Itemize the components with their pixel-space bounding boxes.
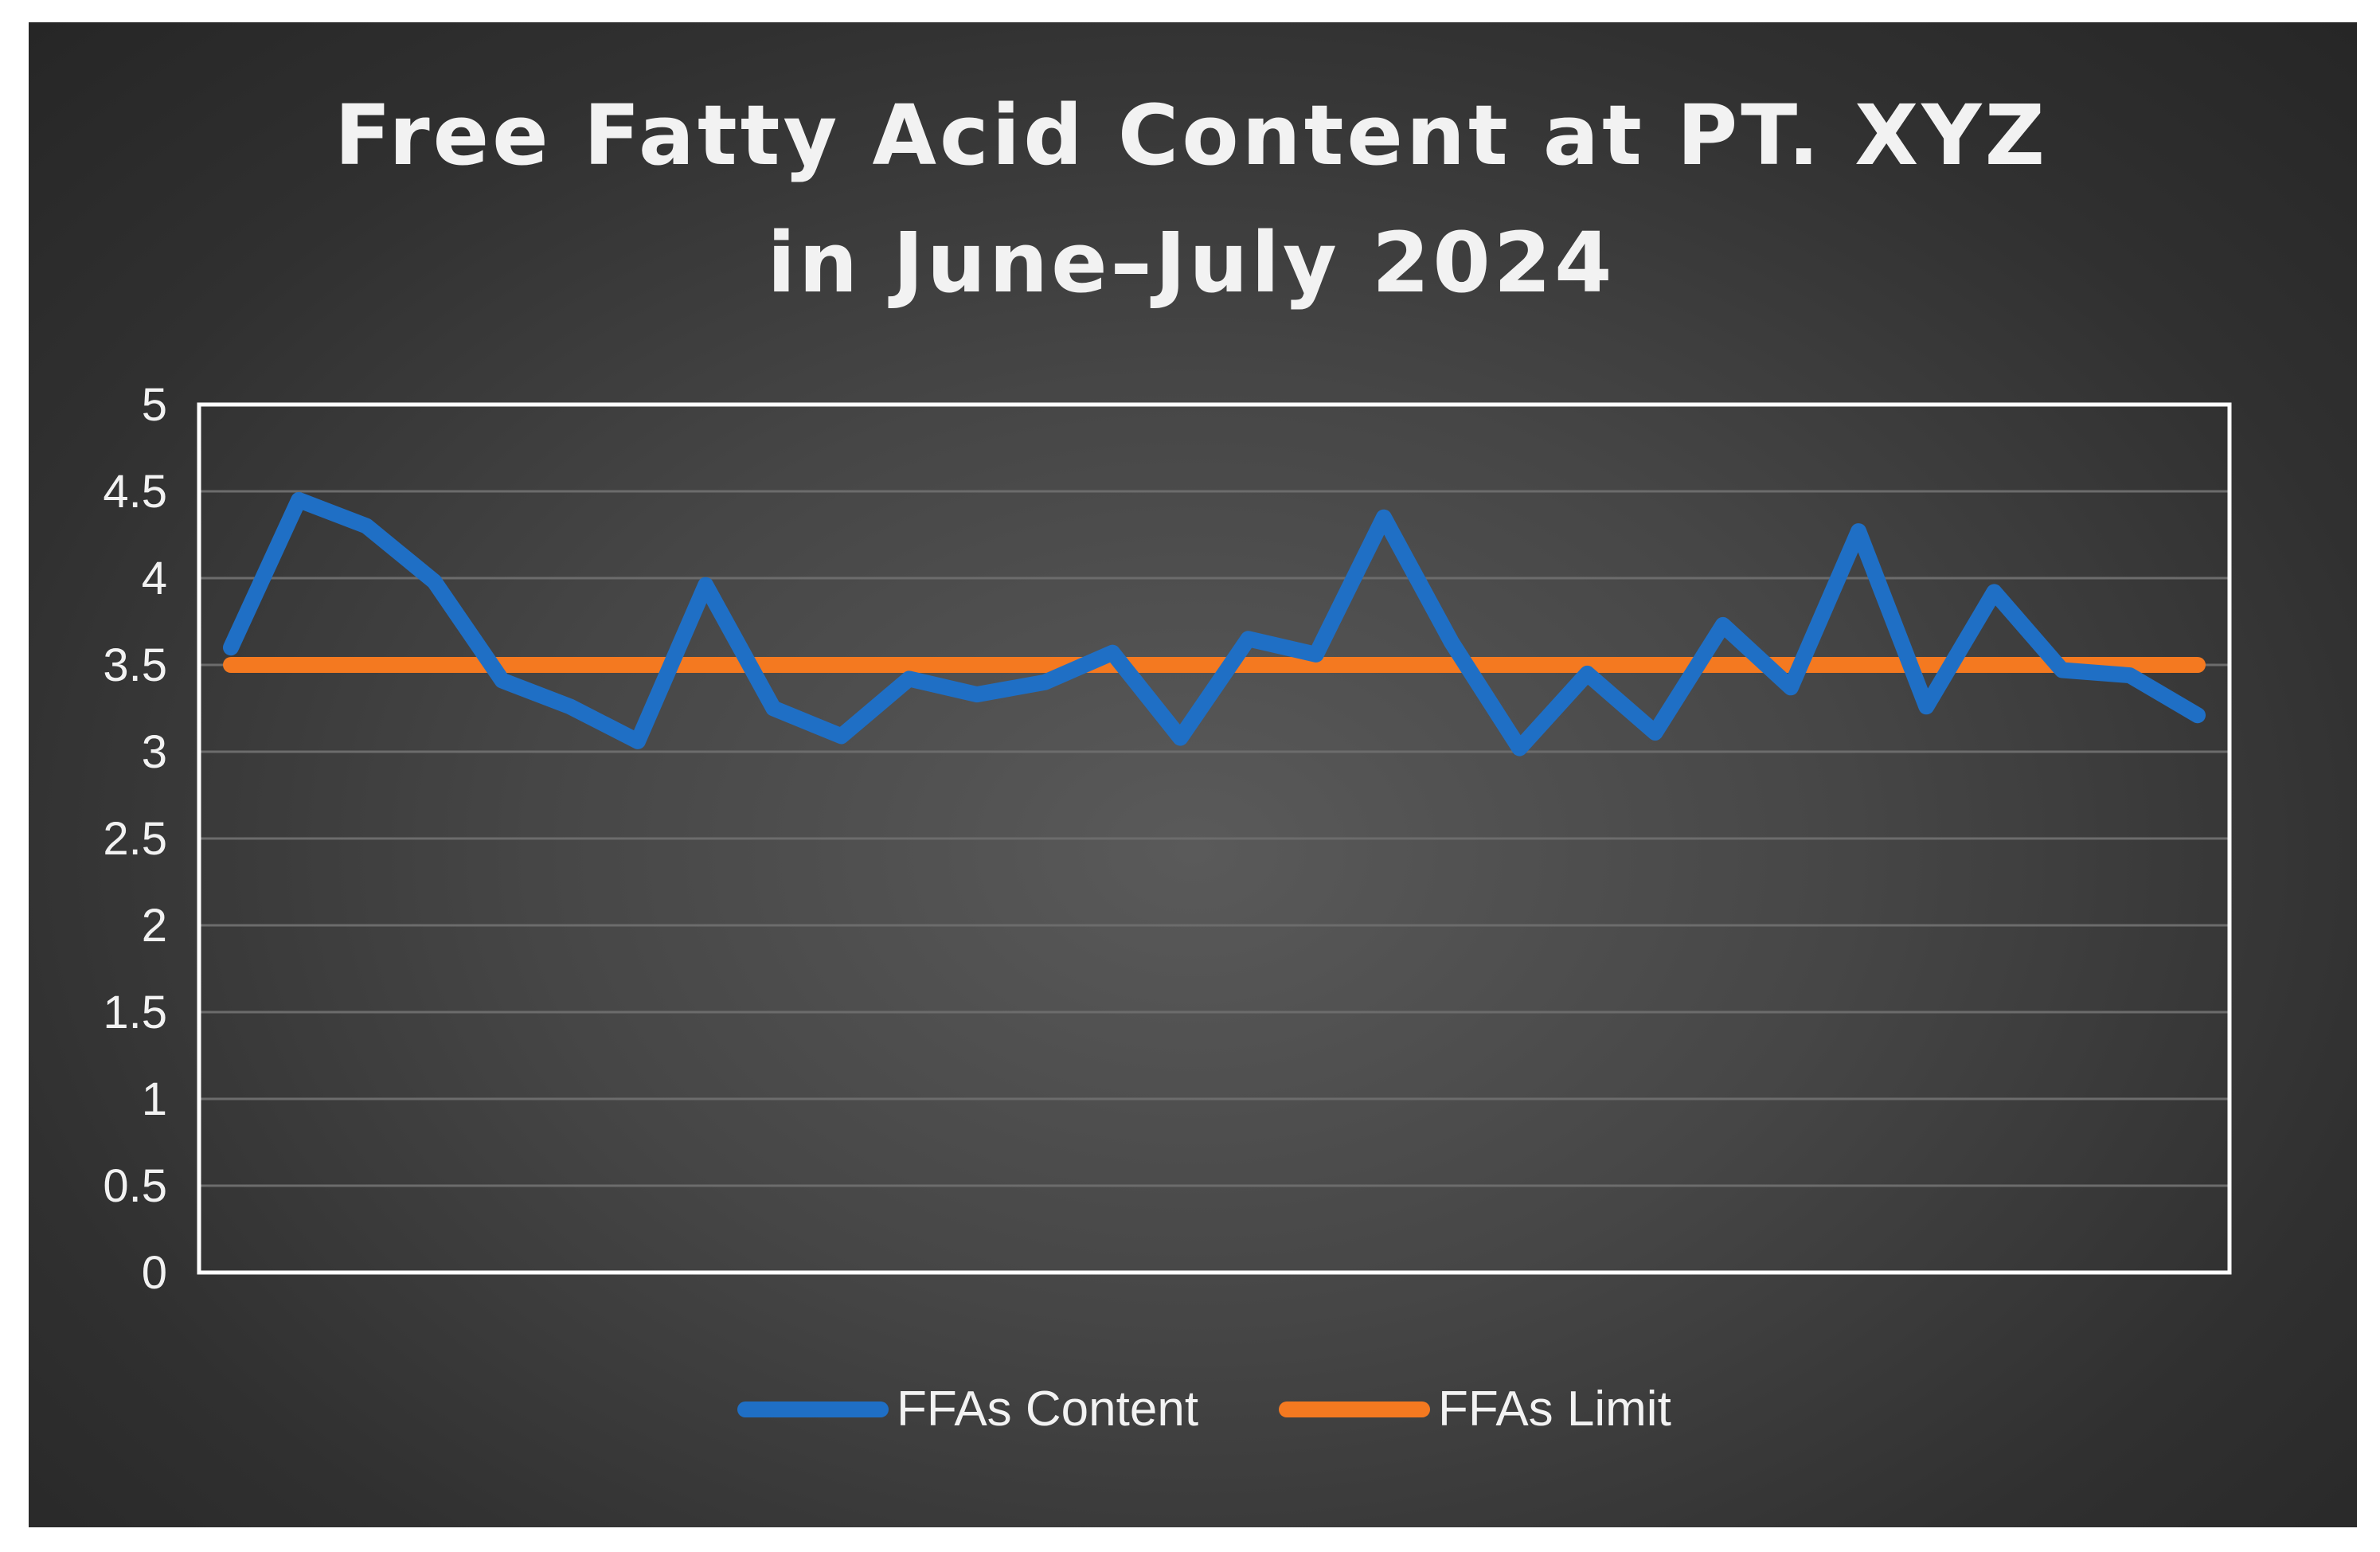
line-chart: Free Fatty Acid Content at PT. XYZ in Ju… bbox=[103, 87, 2232, 1437]
y-tick-label: 3 bbox=[142, 726, 167, 778]
legend-label-ffas-content: FFAs Content bbox=[897, 1382, 1198, 1437]
y-tick-label: 5 bbox=[142, 379, 167, 431]
gridlines bbox=[199, 490, 2230, 1187]
y-tick-label: 1.5 bbox=[103, 987, 167, 1038]
y-axis-tick-labels: 0 0.5 1 1.5 2 2.5 3 3.5 4 4.5 5 bbox=[103, 379, 167, 1299]
chart-title-line-2: in June–July 2024 bbox=[767, 214, 1615, 311]
series-line-ffas-content bbox=[223, 491, 2206, 756]
y-tick-label: 0.5 bbox=[103, 1160, 167, 1212]
y-tick-label: 3.5 bbox=[103, 639, 167, 691]
y-tick-label: 2.5 bbox=[103, 813, 167, 865]
y-tick-label: 0 bbox=[142, 1247, 167, 1299]
series-lines bbox=[223, 491, 2206, 756]
y-tick-label: 4 bbox=[142, 553, 167, 604]
y-tick-label: 2 bbox=[142, 900, 167, 952]
plot-area-border bbox=[197, 402, 2232, 1275]
legend: FFAs Content FFAs Limit bbox=[737, 1382, 1671, 1437]
y-tick-label: 1 bbox=[142, 1073, 167, 1125]
chart-area: Free Fatty Acid Content at PT. XYZ in Ju… bbox=[29, 22, 2357, 1527]
y-tick-label: 4.5 bbox=[103, 466, 167, 518]
legend-label-ffas-limit: FFAs Limit bbox=[1438, 1382, 1671, 1437]
chart-title-line-1: Free Fatty Acid Content at PT. XYZ bbox=[334, 87, 2048, 184]
